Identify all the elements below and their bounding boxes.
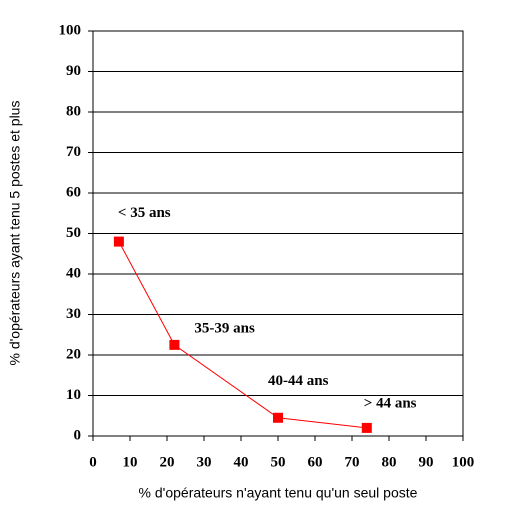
x-tick-label: 30 bbox=[197, 454, 212, 470]
marker bbox=[361, 422, 372, 433]
x-axis-title: % d'opérateurs n'ayant tenu qu'un seul p… bbox=[139, 485, 418, 501]
y-tick-label: 90 bbox=[66, 63, 81, 79]
y-tick-label: 80 bbox=[66, 103, 81, 119]
x-tick-label: 20 bbox=[160, 454, 175, 470]
line bbox=[118, 241, 367, 429]
y-tick-label: 0 bbox=[74, 427, 82, 443]
x-tick-label: 10 bbox=[123, 454, 138, 470]
y-axis-title: % d'opérateurs ayant tenu 5 postes et pl… bbox=[7, 101, 23, 366]
marker bbox=[273, 412, 283, 423]
x-tick-label: 70 bbox=[345, 454, 360, 470]
point-label: > 44 ans bbox=[364, 395, 417, 411]
marker bbox=[169, 339, 180, 350]
y-tick-label: 100 bbox=[59, 22, 82, 38]
y-tick-label: 70 bbox=[66, 144, 81, 160]
x-tick-label: 90 bbox=[419, 454, 434, 470]
point-label: 40-44 ans bbox=[268, 373, 329, 389]
x-tick-label: 100 bbox=[452, 454, 475, 470]
x-tick-label: 80 bbox=[382, 454, 397, 470]
y-tick-label: 10 bbox=[66, 387, 81, 403]
plot-frame bbox=[92, 30, 464, 437]
point-label: 35-39 ans bbox=[194, 320, 255, 336]
x-tick-label: 60 bbox=[308, 454, 323, 470]
y-tick-label: 40 bbox=[66, 265, 81, 281]
y-tick-label: 60 bbox=[66, 184, 81, 200]
y-tick-label: 50 bbox=[66, 225, 81, 241]
x-tick-label: 40 bbox=[234, 454, 249, 470]
x-tick-label: 0 bbox=[89, 454, 97, 470]
x-tick-label: 50 bbox=[271, 454, 286, 470]
y-tick-label: 20 bbox=[66, 346, 81, 362]
point-label: < 35 ans bbox=[118, 205, 171, 221]
marker bbox=[113, 236, 124, 247]
y-tick-label: 30 bbox=[66, 306, 81, 322]
